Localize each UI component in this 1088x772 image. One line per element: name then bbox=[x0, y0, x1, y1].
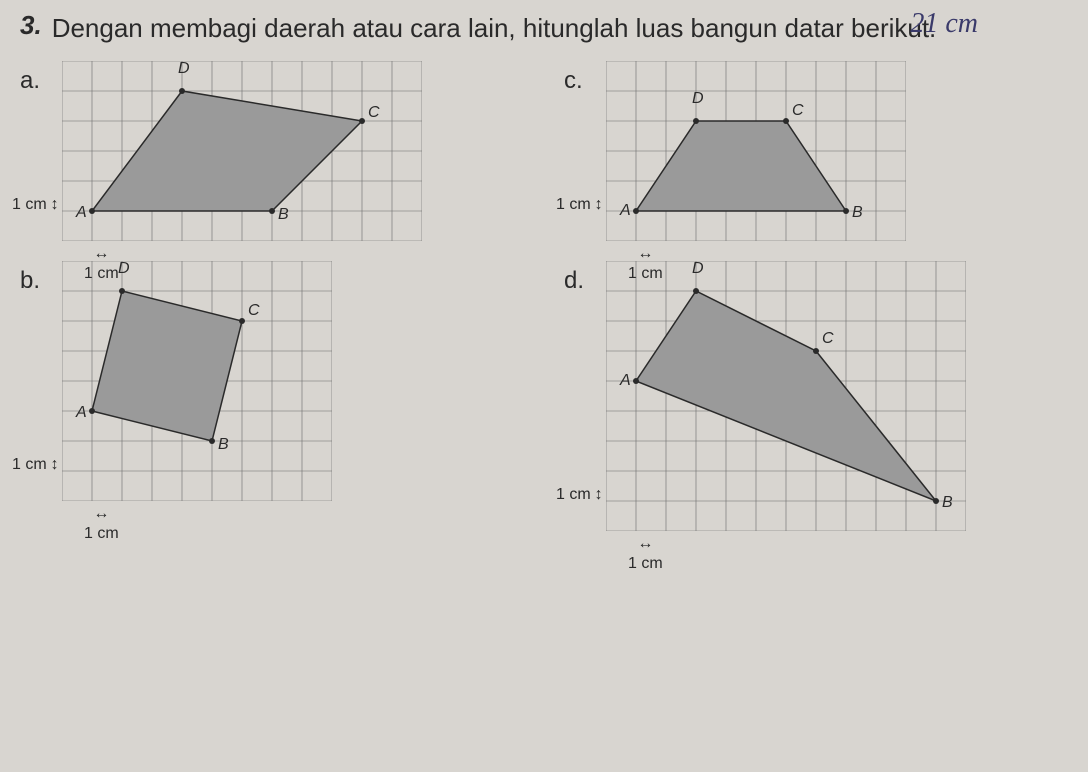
panel-b-chart: ABCD1 cm↕↔1 cm bbox=[62, 261, 332, 501]
vertex-label: D bbox=[692, 90, 704, 107]
vertex-label: C bbox=[248, 302, 260, 319]
panel-d: d. ABCD1 cm↕↔1 cm bbox=[564, 261, 1068, 531]
shape-polygon bbox=[92, 291, 242, 441]
axis-label-vertical: 1 cm↕ bbox=[12, 456, 59, 474]
vertex-label: B bbox=[942, 494, 953, 511]
panel-a-chart: ABCD1 cm↕↔1 cm bbox=[62, 61, 422, 241]
vertex-label: D bbox=[118, 261, 130, 277]
double-arrow-horizontal-icon: ↔ bbox=[637, 535, 653, 553]
axis-label-vertical: 1 cm↕ bbox=[12, 196, 59, 214]
vertex-label: C bbox=[792, 102, 804, 119]
double-arrow-vertical-icon: ↕ bbox=[595, 196, 603, 214]
handwritten-annotation: 21 cm bbox=[910, 8, 978, 40]
vertex-label: D bbox=[692, 261, 704, 277]
question-number: 3. bbox=[20, 10, 42, 41]
vertex-label: C bbox=[822, 330, 834, 347]
panel-d-chart: ABCD1 cm↕↔1 cm bbox=[606, 261, 966, 531]
vertex-label: B bbox=[218, 436, 229, 453]
panel-b-label: b. bbox=[20, 267, 50, 295]
axis-unit-text: 1 cm bbox=[12, 456, 47, 474]
vertex-label: A bbox=[619, 372, 631, 389]
vertex-label: C bbox=[368, 104, 380, 121]
panel-c: c. ABCD1 cm↕↔1 cm bbox=[564, 61, 1068, 241]
vertex-label: D bbox=[178, 61, 190, 77]
vertex-label: A bbox=[75, 204, 87, 221]
double-arrow-vertical-icon: ↕ bbox=[595, 486, 603, 504]
vertex-label: A bbox=[619, 202, 631, 219]
axis-label-vertical: 1 cm↕ bbox=[556, 196, 603, 214]
question-text: Dengan membagi daerah atau cara lain, hi… bbox=[52, 10, 937, 46]
double-arrow-horizontal-icon: ↔ bbox=[93, 505, 109, 523]
panel-c-chart: ABCD1 cm↕↔1 cm bbox=[606, 61, 906, 241]
panel-d-label: d. bbox=[564, 267, 594, 295]
vertex-label: A bbox=[75, 404, 87, 421]
axis-unit-text: 1 cm bbox=[556, 486, 591, 504]
grid-svg: A B C D bbox=[62, 61, 422, 241]
panel-a-label: a. bbox=[20, 67, 50, 95]
shape-polygon bbox=[636, 121, 846, 211]
axis-unit-text: 1 cm bbox=[628, 555, 663, 573]
double-arrow-vertical-icon: ↕ bbox=[51, 456, 59, 474]
panel-a: a. ABCD1 cm↕↔1 cm bbox=[20, 61, 524, 241]
axis-label-horizontal: ↔ 1 cm bbox=[84, 505, 119, 543]
grid-svg: A B C D bbox=[606, 261, 966, 531]
axis-label-horizontal: ↔ 1 cm bbox=[628, 535, 663, 573]
axis-unit-text: 1 cm bbox=[84, 525, 119, 543]
vertex-label: B bbox=[278, 206, 289, 223]
axis-unit-text: 1 cm bbox=[12, 196, 47, 214]
vertex-label: B bbox=[852, 204, 863, 221]
axis-unit-text: 1 cm bbox=[556, 196, 591, 214]
axis-label-vertical: 1 cm↕ bbox=[556, 486, 603, 504]
panel-c-label: c. bbox=[564, 67, 594, 95]
grid-svg: A B C D bbox=[606, 61, 906, 241]
double-arrow-vertical-icon: ↕ bbox=[51, 196, 59, 214]
grid-svg: A B C D bbox=[62, 261, 332, 501]
panels-grid: a. ABCD1 cm↕↔1 cm c. ABCD1 cm↕↔1 cm b. A… bbox=[20, 61, 1068, 531]
panel-b: b. ABCD1 cm↕↔1 cm bbox=[20, 261, 524, 531]
